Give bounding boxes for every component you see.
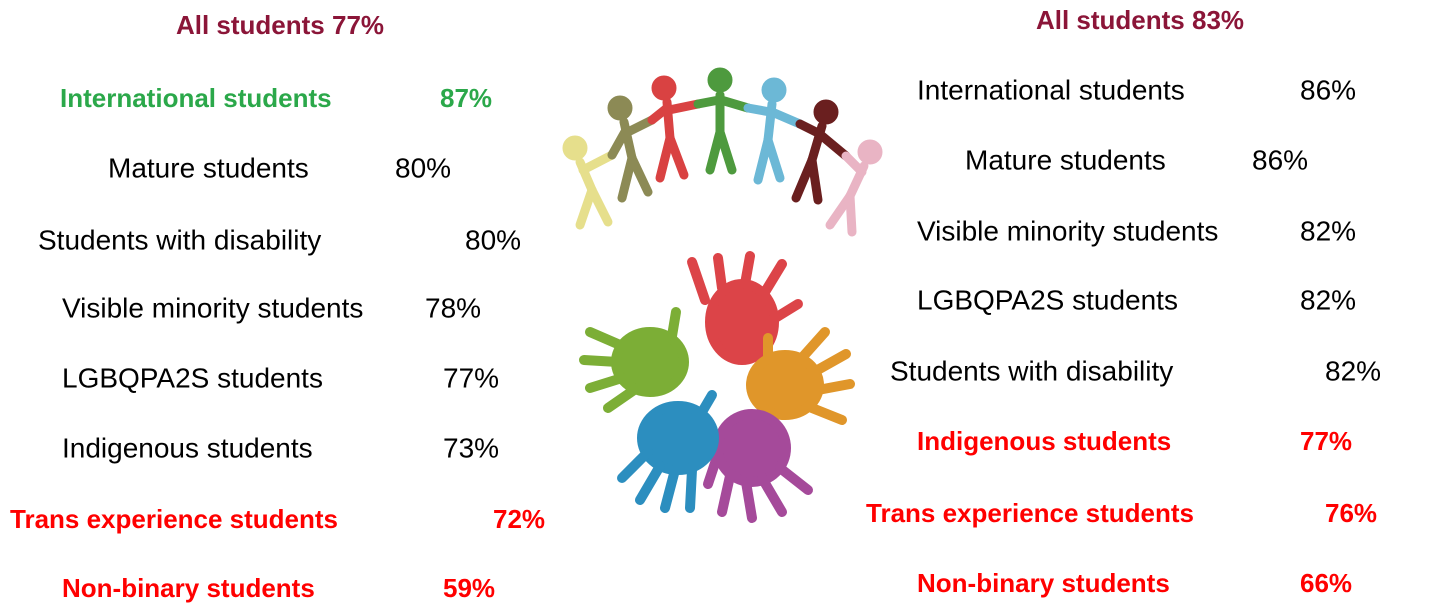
row-value: 66% xyxy=(1300,568,1352,598)
row-label: LGBQPA2S students xyxy=(917,284,1178,315)
row-value: 72% xyxy=(493,504,545,534)
row-label: LGBQPA2S students xyxy=(62,362,323,393)
row-value: 82% xyxy=(1325,355,1381,386)
row-label: Mature students xyxy=(108,152,309,183)
row-label: Visible minority students xyxy=(917,215,1218,246)
hands-illustration xyxy=(579,251,855,523)
row-label: Non-binary students xyxy=(917,568,1170,598)
row-label: Indigenous students xyxy=(917,426,1171,456)
row-label: Visible minority students xyxy=(62,292,363,323)
row-label: Students with disability xyxy=(890,355,1173,386)
row-value: 86% xyxy=(1300,74,1356,105)
row-label: Non-binary students xyxy=(62,573,315,603)
list-title: All students 83% xyxy=(1036,5,1244,35)
row-value: 77% xyxy=(1300,426,1352,456)
row-value: 80% xyxy=(465,224,521,255)
row-value: 78% xyxy=(425,292,481,323)
row-value: 80% xyxy=(395,152,451,183)
people-illustration xyxy=(562,67,883,237)
row-label: Trans experience students xyxy=(10,504,338,534)
row-value: 82% xyxy=(1300,284,1356,315)
row-label: International students xyxy=(917,74,1185,105)
row-label: International students xyxy=(60,83,332,113)
row-value: 73% xyxy=(443,432,499,463)
row-value: 76% xyxy=(1325,498,1377,528)
row-value: 87% xyxy=(440,83,492,113)
row-label: Mature students xyxy=(965,144,1166,175)
row-value: 59% xyxy=(443,573,495,603)
row-label: Indigenous students xyxy=(62,432,313,463)
row-value: 82% xyxy=(1300,215,1356,246)
list-title: All students 77% xyxy=(176,10,384,40)
row-label: Students with disability xyxy=(38,224,321,255)
row-label: Trans experience students xyxy=(866,498,1194,528)
row-value: 77% xyxy=(443,362,499,393)
row-value: 86% xyxy=(1252,144,1308,175)
